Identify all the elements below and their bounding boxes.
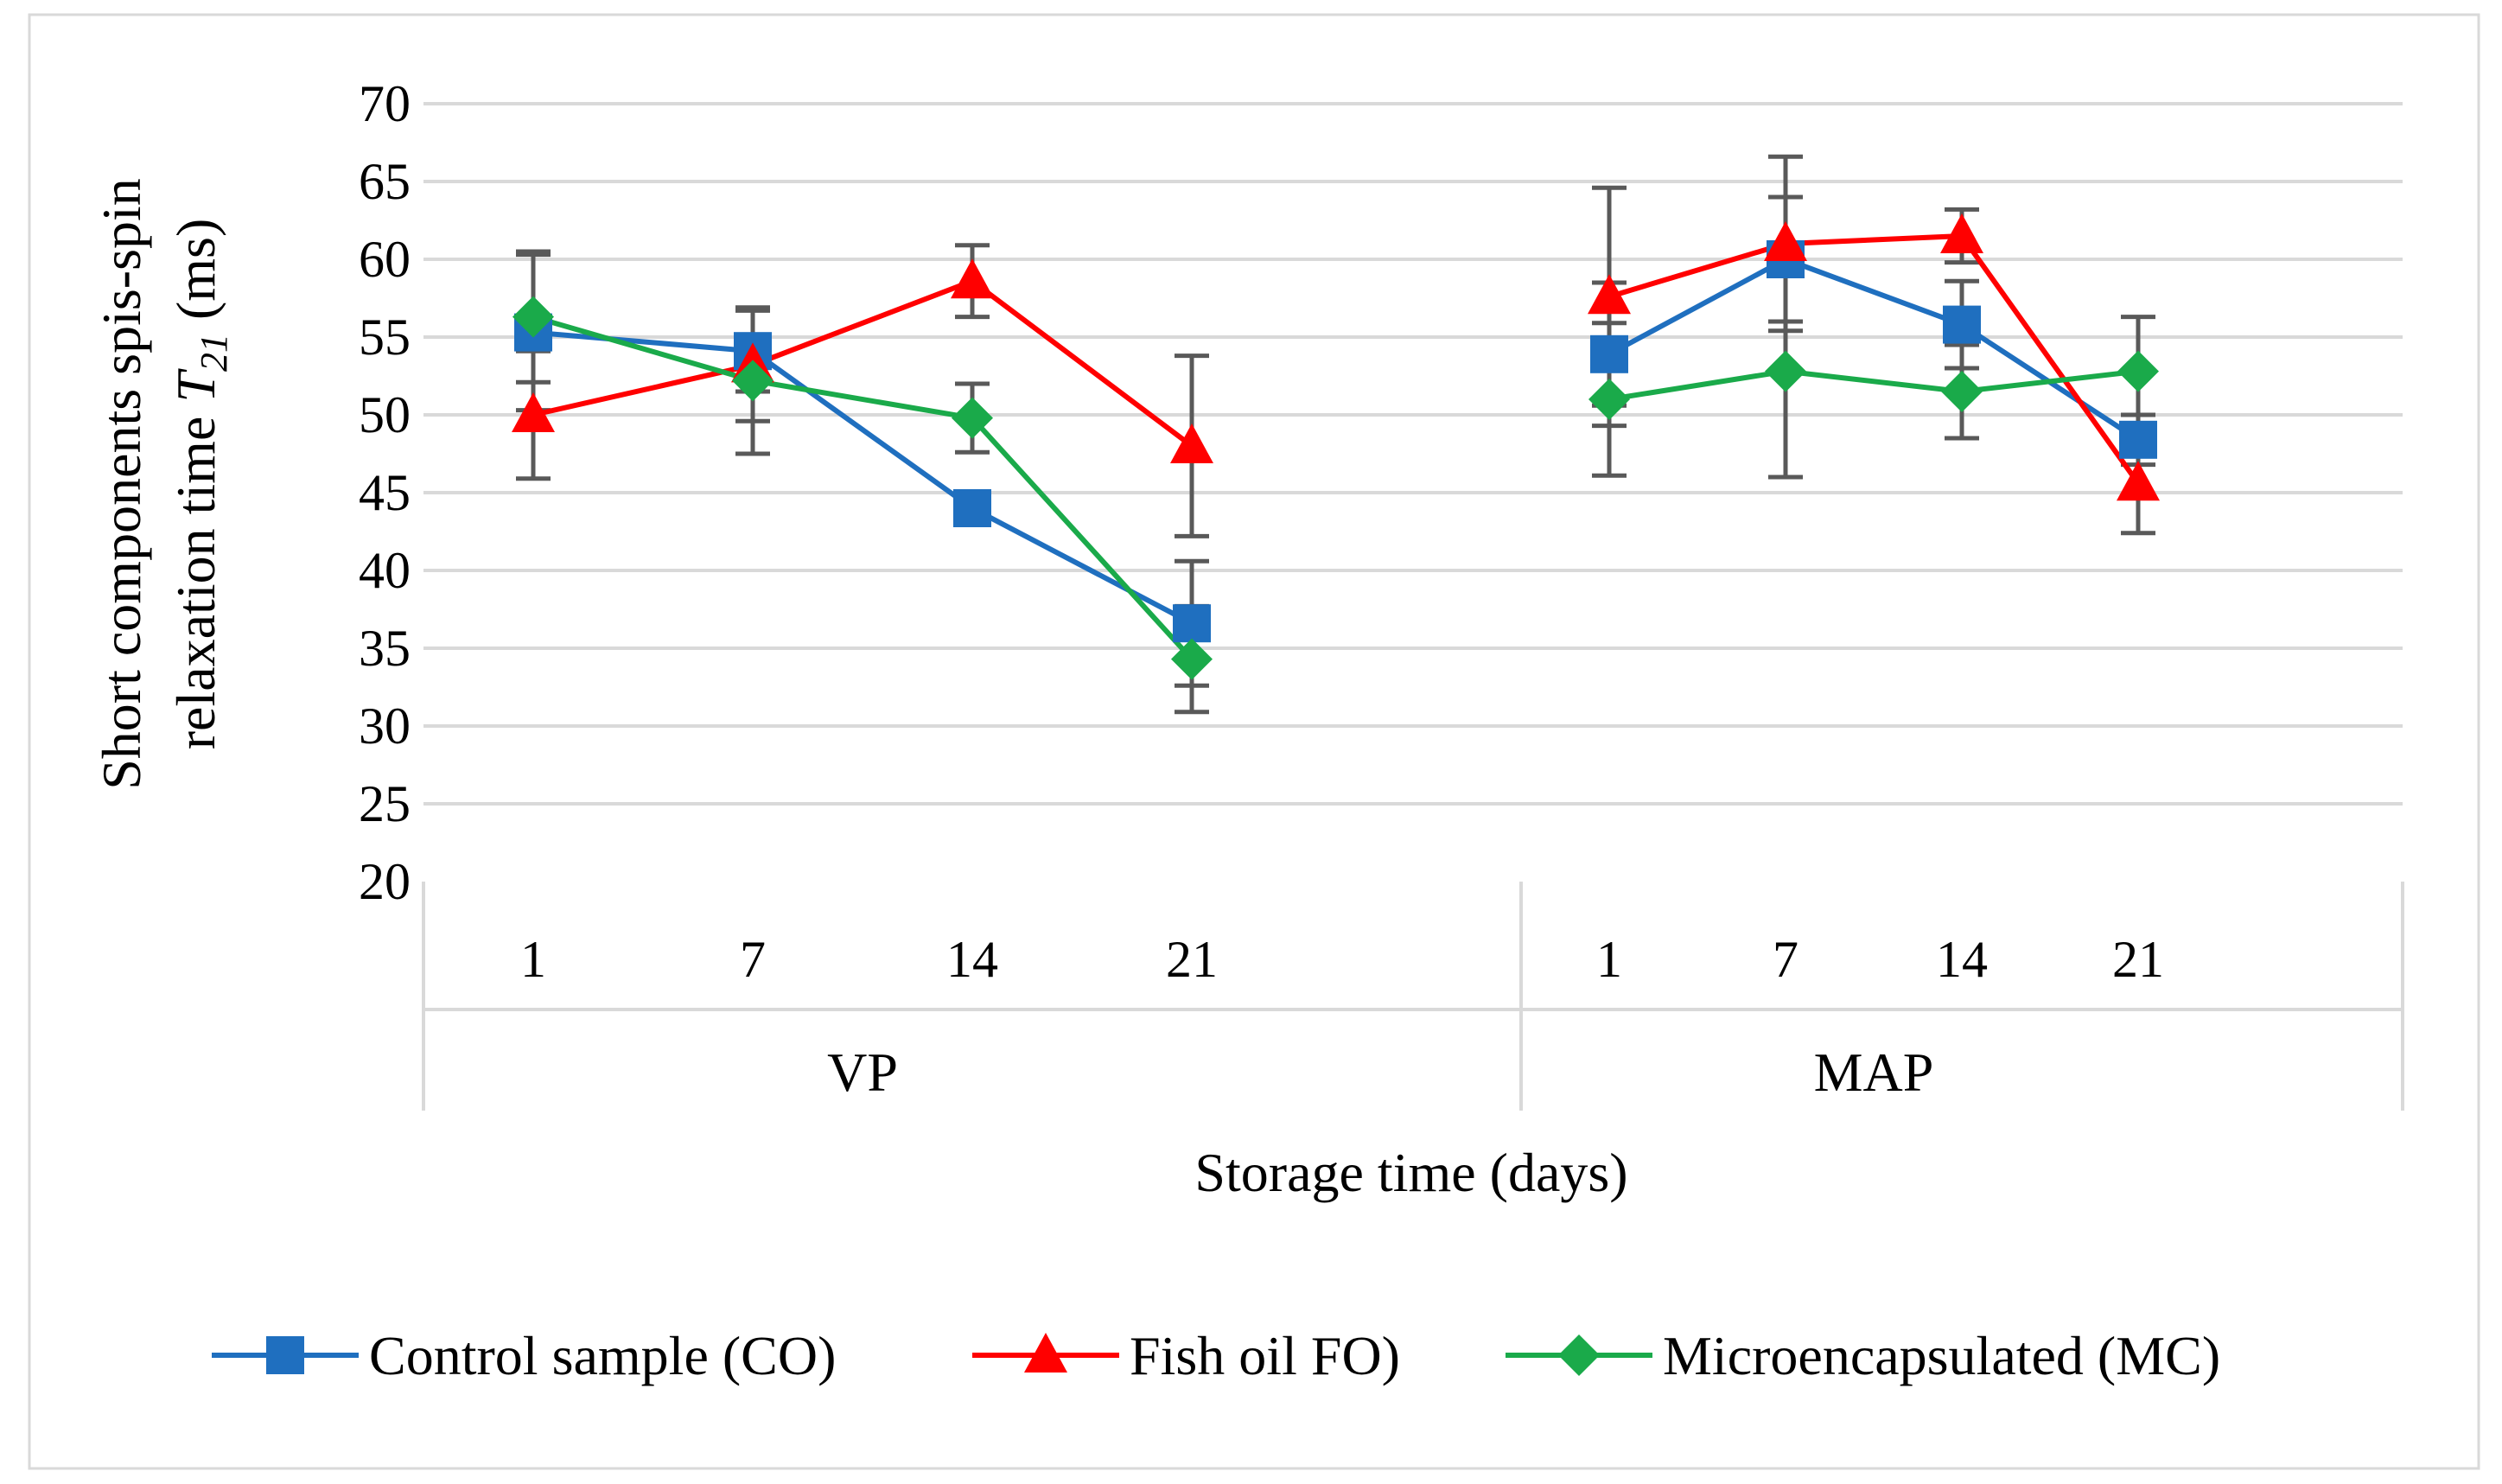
data-point xyxy=(1943,305,1981,344)
legend-item: Microencapsulated (MC) xyxy=(1506,1325,2220,1386)
data-point xyxy=(732,360,774,402)
category-axis-frame xyxy=(422,882,2404,1111)
x-tick-label: 14 xyxy=(946,931,998,988)
y-axis-label-unit: (ms) xyxy=(165,219,226,334)
series-line xyxy=(532,329,1194,626)
data-point xyxy=(953,489,991,527)
x-axis-group-labels: VP MAP xyxy=(827,1041,1933,1103)
x-axis-tick-labels: 1 7 14 21 1 7 14 21 xyxy=(520,931,2164,988)
y-axis-label-symbol: T xyxy=(165,368,226,403)
legend-label: Fish oil FO) xyxy=(1130,1325,1400,1386)
y-axis-label-line2: relaxation time T21 (ms) xyxy=(165,219,235,750)
x-tick-label: 21 xyxy=(2112,931,2164,988)
series-line xyxy=(1608,233,2141,485)
data-point xyxy=(1765,350,1806,392)
y-tick-label: 70 xyxy=(359,75,411,132)
y-tick-label: 25 xyxy=(359,775,411,832)
series-markers xyxy=(512,213,2160,680)
y-tick-label: 45 xyxy=(359,464,411,521)
legend: Control sample (CO) Fish oil FO) Microenca… xyxy=(212,1325,2220,1386)
y-axis-tick-labels: 20 25 30 35 40 45 50 55 60 65 70 xyxy=(359,75,411,910)
legend-item: Control sample (CO) xyxy=(212,1325,836,1386)
y-tick-label: 60 xyxy=(359,231,411,288)
y-tick-label: 65 xyxy=(359,153,411,210)
x-tick-label: 14 xyxy=(1936,931,1988,988)
x-tick-label: 1 xyxy=(1596,931,1622,988)
x-tick-label: 7 xyxy=(740,931,766,988)
data-point xyxy=(1588,379,1630,420)
y-tick-label: 50 xyxy=(359,386,411,443)
series-lines xyxy=(532,233,2141,661)
y-tick-label: 20 xyxy=(359,853,411,910)
series-line xyxy=(1608,368,2139,402)
y-tick-label: 40 xyxy=(359,542,411,599)
x-tick-label: 21 xyxy=(1166,931,1218,988)
legend-label: Microencapsulated (MC) xyxy=(1663,1325,2220,1386)
y-axis-label-subscript: 21 xyxy=(193,334,235,372)
data-point xyxy=(2119,420,2157,459)
data-point xyxy=(1170,424,1213,463)
x-tick-label: 1 xyxy=(520,931,546,988)
series-line xyxy=(532,314,1194,661)
x-tick-label: 7 xyxy=(1773,931,1799,988)
x-axis-label: Storage time (days) xyxy=(1194,1142,1627,1203)
data-point xyxy=(1173,604,1211,643)
data-point xyxy=(512,392,555,432)
data-point xyxy=(1171,638,1213,680)
gridlines xyxy=(423,102,2403,806)
legend-label: Control sample (CO) xyxy=(369,1325,836,1386)
y-axis-label-line1: Short components spis-spin xyxy=(91,178,152,790)
data-point xyxy=(1941,371,1983,412)
x-group-label: VP xyxy=(827,1041,898,1103)
legend-marker xyxy=(1558,1334,1600,1376)
legend-marker xyxy=(266,1336,304,1374)
y-axis-label-text: relaxation time xyxy=(165,403,226,750)
data-point xyxy=(512,296,554,338)
data-point xyxy=(951,258,994,299)
y-tick-label: 30 xyxy=(359,697,411,755)
data-point xyxy=(2117,461,2160,501)
data-point xyxy=(2117,350,2159,392)
plot-area xyxy=(512,154,2160,715)
x-group-label: MAP xyxy=(1814,1041,1934,1103)
data-point xyxy=(952,397,993,439)
data-point xyxy=(1940,213,1983,253)
y-tick-label: 55 xyxy=(359,309,411,366)
data-point xyxy=(1764,221,1807,261)
legend-item: Fish oil FO) xyxy=(972,1325,1400,1386)
data-point xyxy=(1590,334,1628,373)
legend-marker xyxy=(1024,1333,1067,1373)
y-tick-label: 35 xyxy=(359,620,411,677)
chart-border xyxy=(28,13,2480,1470)
data-point xyxy=(1588,274,1631,315)
series-line xyxy=(532,278,1194,449)
